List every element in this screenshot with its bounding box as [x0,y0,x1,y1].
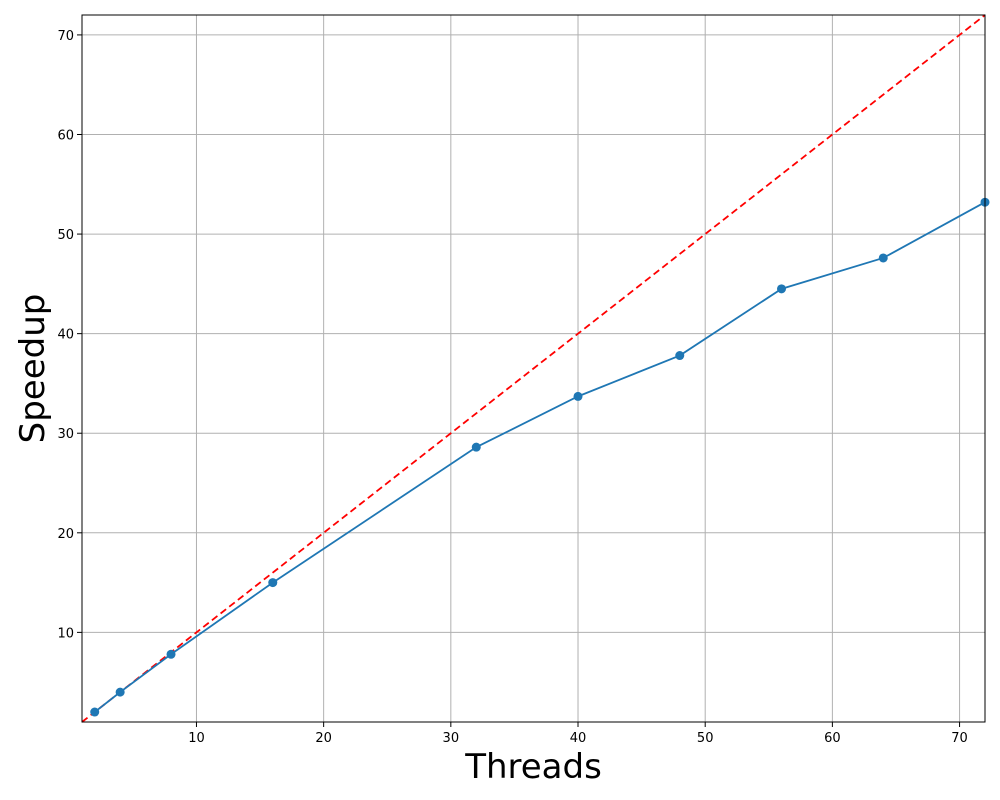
y-axis-title: Speedup [13,294,53,444]
y-tick-label: 20 [57,527,74,542]
y-tick-label: 10 [57,626,74,641]
x-axis-title: Threads [464,747,602,787]
x-tick-label: 50 [697,731,714,746]
speedup-series-line [94,201,986,713]
measured-series [90,197,990,717]
y-tick-label: 50 [57,228,74,243]
y-tick-label: 30 [57,427,74,442]
ideal-speedup-dashed-line [81,14,986,723]
y-tick-label: 60 [57,128,74,143]
speedup-data-point [878,253,888,263]
speedup-data-point [115,687,125,697]
y-tick-label: 70 [57,29,74,44]
speedup-data-point [471,442,481,452]
x-tick-label: 40 [570,731,587,746]
grid-lines [82,15,985,722]
speedup-data-point [675,351,685,361]
axis-ticks: 10 20 30 40 50 60 70 10 20 30 40 50 60 70 [57,29,967,746]
ideal-speedup-line [81,14,986,723]
speedup-data-point [166,649,176,659]
x-tick-label: 60 [824,731,841,746]
speedup-data-point [268,578,278,588]
x-tick-label: 20 [315,731,332,746]
x-tick-label: 10 [188,731,205,746]
y-tick-label: 40 [57,328,74,343]
speedup-data-point [90,707,100,717]
x-tick-label: 70 [951,731,968,746]
speedup-data-point [573,391,583,401]
plot-frame [81,14,986,723]
speedup-data-point [777,284,787,294]
x-tick-label: 30 [443,731,460,746]
